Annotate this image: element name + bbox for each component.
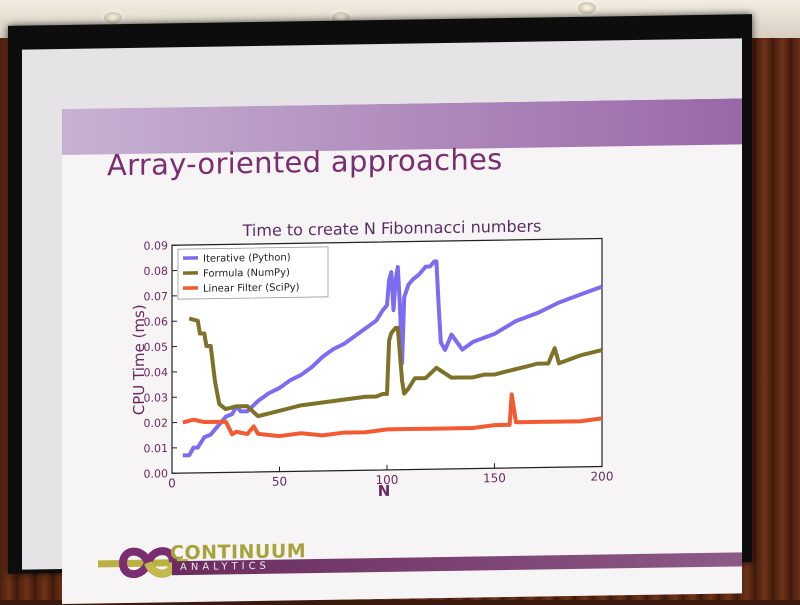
- x-tick-label: 150: [483, 471, 506, 485]
- logo-subtitle: ANALYTICS: [180, 561, 270, 573]
- legend: Iterative (Python) Formula (NumPy) Linea…: [178, 247, 328, 299]
- ceiling-light: [104, 12, 122, 24]
- legend-label-formula: Formula (NumPy): [203, 267, 290, 279]
- chart: 0.000.010.020.030.040.050.060.070.080.09…: [62, 98, 742, 539]
- y-tick-label: 0.02: [144, 417, 168, 430]
- legend-label-iterative: Iterative (Python): [203, 252, 291, 264]
- y-tick-label: 0.08: [144, 265, 168, 278]
- y-tick-label: 0.01: [144, 442, 168, 455]
- y-tick-label: 0.07: [144, 290, 168, 303]
- ceiling-light: [578, 2, 596, 14]
- x-axis-label: N: [378, 482, 391, 500]
- y-tick-label: 0.00: [144, 467, 168, 480]
- y-axis-label: CPU Time (ms): [130, 304, 148, 415]
- chart-title: Time to create N Fibonnacci numbers: [242, 216, 542, 240]
- x-tick-label: 50: [272, 474, 287, 488]
- y-tick-label: 0.09: [144, 239, 168, 252]
- x-tick-label: 200: [591, 469, 614, 483]
- legend-label-linear-filter: Linear Filter (SciPy): [203, 282, 300, 295]
- x-tick-label: 0: [168, 476, 176, 490]
